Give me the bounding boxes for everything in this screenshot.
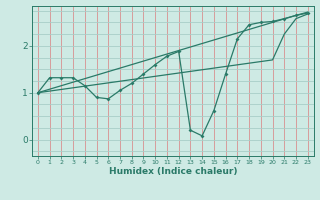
X-axis label: Humidex (Indice chaleur): Humidex (Indice chaleur) <box>108 167 237 176</box>
